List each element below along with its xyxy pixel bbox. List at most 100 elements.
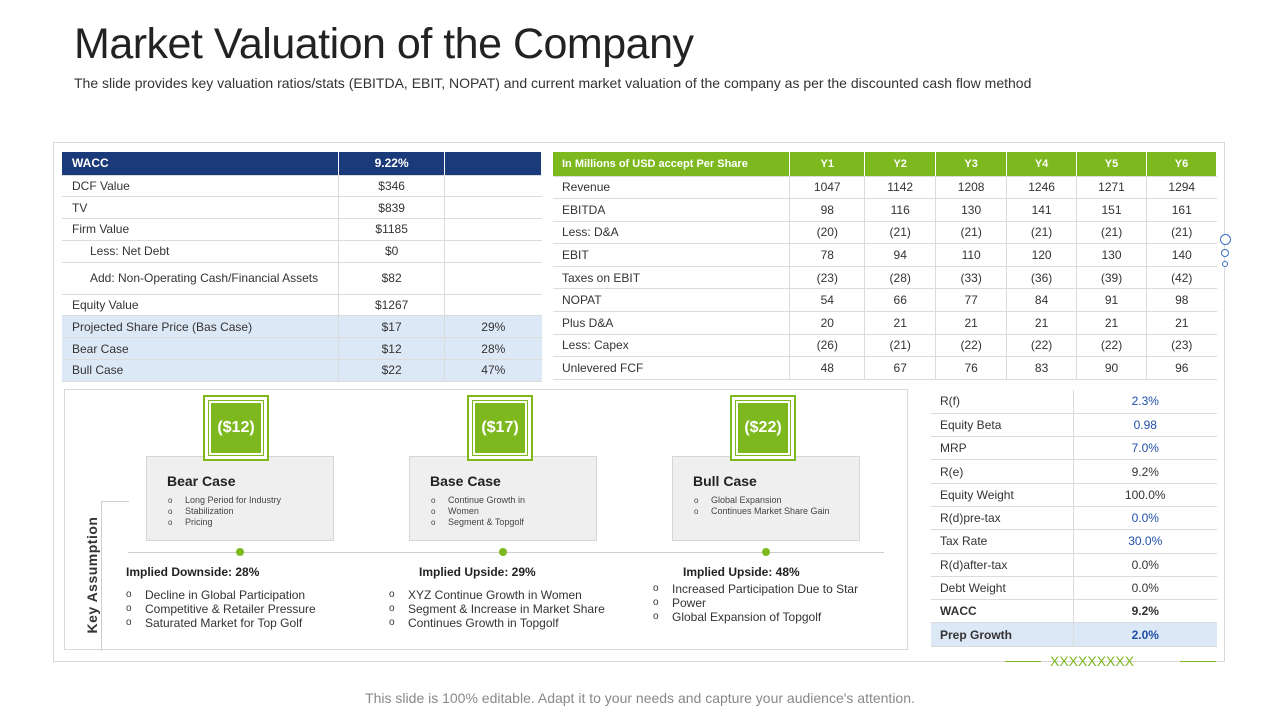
ratio-value: 0.98 — [1073, 413, 1217, 438]
row-value: $17 — [338, 315, 446, 339]
year-cell: 130 — [935, 198, 1008, 222]
year-cell: 141 — [1006, 198, 1078, 222]
projections-header-row: In Millions of USD accept Per Share Y1 Y2 Y… — [553, 152, 1218, 177]
bull-case-title: Bull Case — [693, 473, 757, 489]
bear-price-badge: ($12) — [203, 395, 269, 461]
ratio-value: 7.0% — [1073, 436, 1217, 461]
base-price-badge: ($17) — [467, 395, 533, 461]
table-row: NOPAT 54 66 77 84 91 98 — [553, 288, 1217, 313]
year-cell: 98 — [789, 198, 866, 222]
row-label: DCF Value — [62, 175, 340, 198]
table-row: Equity Beta 0.98 — [931, 413, 1217, 438]
ratio-label: Equity Beta — [931, 413, 1074, 438]
ring-icon — [1222, 261, 1228, 267]
year-cell: 90 — [1076, 356, 1147, 380]
row-label: Plus D&A — [553, 311, 791, 335]
year-cell: (21) — [1006, 221, 1078, 245]
table-row: WACC 9.2% — [931, 599, 1217, 624]
ratio-label: Debt Weight — [931, 576, 1074, 601]
valuation-header-row: WACC 9.22% — [62, 152, 542, 176]
row-value: $12 — [338, 337, 446, 361]
year-cell: 84 — [1006, 288, 1078, 313]
table-row: Projected Share Price (Bas Case) $17 29% — [62, 315, 542, 339]
ratio-label: R(d)pre-tax — [931, 506, 1074, 531]
bull-price-badge: ($22) — [730, 395, 796, 461]
row-value: $839 — [338, 196, 446, 220]
year-cell: (33) — [935, 266, 1008, 290]
projections-table: In Millions of USD accept Per Share Y1 Y2 Y… — [553, 152, 1218, 380]
bull-implied: Implied Upside: 48% — [683, 565, 800, 579]
year-cell: Y1 — [789, 152, 866, 177]
year-cell: (20) — [789, 221, 866, 245]
row-pct — [444, 175, 542, 198]
year-cell: 120 — [1006, 243, 1078, 267]
year-cell: 21 — [1076, 311, 1147, 335]
list-item: Decline in Global Participation — [126, 588, 316, 602]
year-cell: Y2 — [864, 152, 937, 177]
year-cell: 1271 — [1076, 176, 1147, 200]
row-value: $1185 — [338, 218, 446, 241]
year-cell: 76 — [935, 356, 1008, 380]
row-value: $22 — [338, 359, 446, 382]
row-label: Unlevered FCF — [553, 356, 791, 380]
page-title: Market Valuation of the Company — [74, 20, 694, 68]
row-value: $0 — [338, 240, 446, 263]
list-item: Increased Participation Due to Star — [653, 582, 858, 596]
table-row: Less: Capex (26) (21) (22) (22) (22) (23) — [553, 334, 1217, 358]
list-item: Stabilization — [168, 506, 281, 517]
table-row: Debt Weight 0.0% — [931, 576, 1217, 601]
row-pct — [444, 218, 542, 241]
row-label: Firm Value — [62, 218, 340, 241]
row-label: EBITDA — [553, 198, 791, 222]
year-cell: (36) — [1006, 266, 1078, 290]
table-row: Add: Non-Operating Cash/Financial Assets… — [62, 262, 542, 295]
ratio-value: 2.0% — [1073, 622, 1217, 647]
ratio-value: 9.2% — [1073, 599, 1217, 624]
ring-icon — [1220, 234, 1231, 245]
footer-rule — [1005, 661, 1041, 662]
year-cell: 66 — [864, 288, 937, 313]
row-pct: 47% — [444, 359, 542, 382]
valuation-header-value: 9.22% — [338, 152, 446, 176]
year-cell: 1246 — [1006, 176, 1078, 200]
row-label: Bull Case — [62, 359, 340, 382]
year-cell: (28) — [864, 266, 937, 290]
timeline-dot — [236, 548, 244, 556]
ratio-value: 100.0% — [1073, 483, 1217, 507]
year-cell: (23) — [789, 266, 866, 290]
valuation-header-label: WACC — [62, 152, 340, 176]
bear-case-points: Long Period for Industry Stabilization P… — [168, 495, 281, 528]
year-cell: 21 — [1146, 311, 1217, 335]
ratio-label: Prep Growth — [931, 622, 1074, 647]
table-row: Firm Value $1185 — [62, 218, 542, 241]
base-case-points: Continue Growth in Women Segment & Topgo… — [431, 495, 525, 528]
year-cell: 94 — [864, 243, 937, 267]
valuation-header-empty — [444, 152, 542, 176]
table-row: DCF Value $346 — [62, 175, 542, 198]
row-label: NOPAT — [553, 288, 791, 313]
year-cell: (21) — [1146, 221, 1217, 245]
ratio-label: R(d)after-tax — [931, 553, 1074, 577]
bull-case-points: Global Expansion Continues Market Share … — [694, 495, 830, 517]
list-item: XYZ Continue Growth in Women — [389, 588, 605, 602]
ring-icon — [1221, 249, 1229, 257]
table-row: MRP 7.0% — [931, 436, 1217, 461]
year-cell: (26) — [789, 334, 866, 358]
placeholder-mark: XXXXXXXXX — [1050, 653, 1135, 669]
list-item: Power — [653, 596, 858, 610]
content-frame — [53, 142, 1225, 662]
page-subtitle: The slide provides key valuation ratios/… — [74, 75, 1032, 91]
year-cell: 110 — [935, 243, 1008, 267]
row-label: TV — [62, 196, 340, 220]
list-item: Segment & Topgolf — [431, 517, 525, 528]
year-cell: 21 — [1006, 311, 1078, 335]
ratio-value: 9.2% — [1073, 459, 1217, 484]
list-item: Segment & Increase in Market Share — [389, 602, 605, 616]
base-case-title: Base Case — [430, 473, 501, 489]
bull-case-card: Bull Case Global Expansion Continues Mar… — [672, 456, 860, 541]
table-row: Less: D&A (20) (21) (21) (21) (21) (21) — [553, 221, 1217, 245]
year-cell: 21 — [864, 311, 937, 335]
row-label: Taxes on EBIT — [553, 266, 791, 290]
list-item: Global Expansion of Topgolf — [653, 610, 858, 624]
base-case-card: Base Case Continue Growth in Women Segme… — [409, 456, 597, 541]
